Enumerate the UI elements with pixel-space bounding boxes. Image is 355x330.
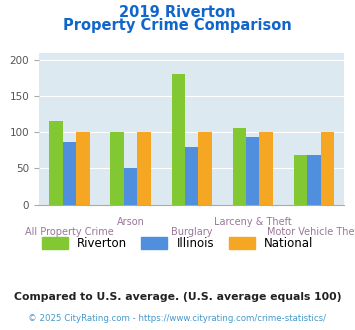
Text: Property Crime Comparison: Property Crime Comparison (63, 18, 292, 33)
Text: Compared to U.S. average. (U.S. average equals 100): Compared to U.S. average. (U.S. average … (14, 292, 341, 302)
Bar (137, 132, 151, 205)
Bar (110, 132, 124, 205)
Bar (294, 155, 307, 205)
Legend: Riverton, Illinois, National: Riverton, Illinois, National (37, 232, 318, 255)
Bar (307, 155, 321, 205)
Text: © 2025 CityRating.com - https://www.cityrating.com/crime-statistics/: © 2025 CityRating.com - https://www.city… (28, 314, 327, 323)
Bar (321, 132, 334, 205)
Bar (124, 168, 137, 205)
Text: All Property Crime: All Property Crime (25, 227, 114, 237)
Bar (185, 148, 198, 205)
Bar (246, 137, 260, 205)
Bar (49, 121, 63, 205)
Text: Arson: Arson (117, 217, 144, 227)
Text: 2019 Riverton: 2019 Riverton (119, 5, 236, 20)
Text: Motor Vehicle Theft: Motor Vehicle Theft (267, 227, 355, 237)
Bar (233, 128, 246, 205)
Bar (171, 74, 185, 205)
Bar (198, 132, 212, 205)
Text: Burglary: Burglary (171, 227, 212, 237)
Bar (76, 132, 90, 205)
Text: Larceny & Theft: Larceny & Theft (214, 217, 292, 227)
Bar (63, 142, 76, 205)
Bar (260, 132, 273, 205)
